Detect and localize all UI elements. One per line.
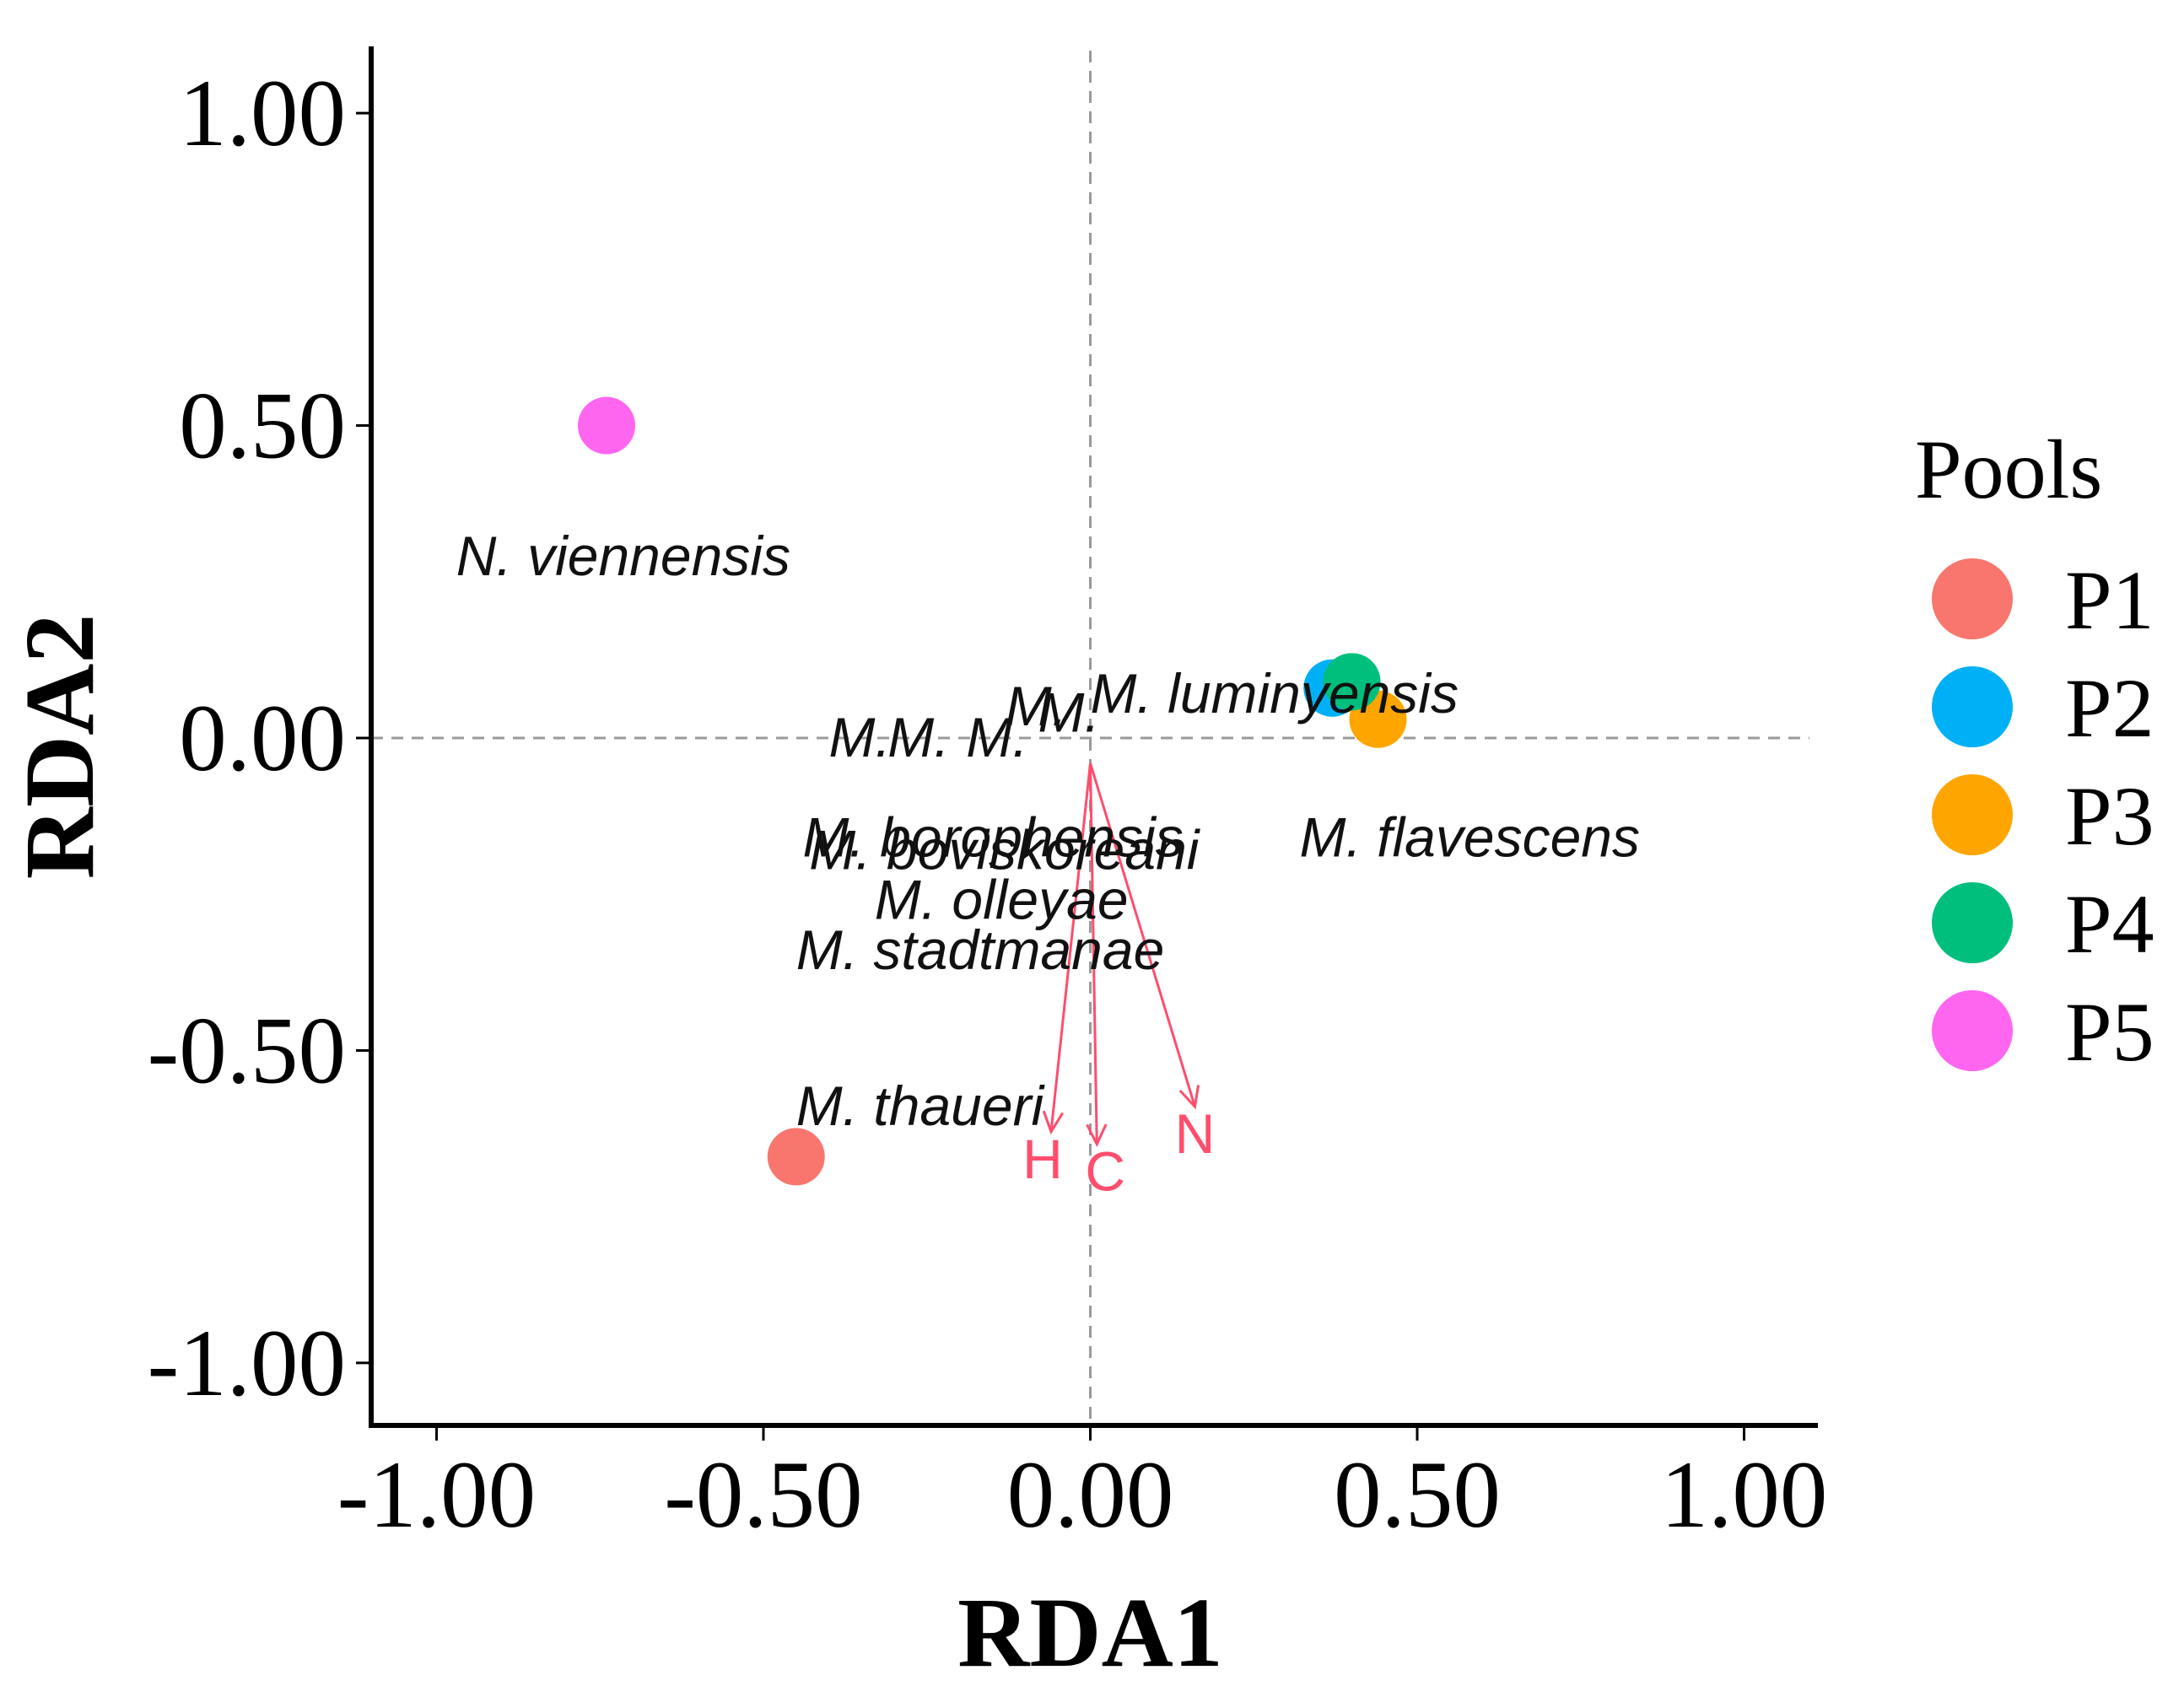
point-P4 [1323, 653, 1381, 711]
env-vector-C [1089, 762, 1098, 1145]
y-tick-label: 1.00 [179, 61, 346, 166]
species-label: M. [1006, 675, 1067, 737]
legend-label-P4: P4 [2065, 877, 2154, 971]
species-label: N. viennensis [456, 525, 790, 587]
env-label-C: C [1085, 1140, 1125, 1203]
axes: -1.00 -0.50 0.00 0.50 1.00 -1.00 -0.50 0.00 0.50… [4, 46, 1827, 1688]
y-axis-title: RDA2 [4, 614, 115, 880]
species-label: M. luminyensis [1091, 662, 1459, 725]
env-vector-N [1089, 762, 1196, 1107]
legend-key-P5 [1932, 990, 2013, 1071]
point-P1 [767, 1128, 825, 1186]
species-label: M. borophensis [803, 806, 1184, 869]
species-label: M. olleyae [875, 869, 1129, 931]
x-tick-label: 1.00 [1661, 1442, 1828, 1548]
y-tick-label: 0.50 [179, 374, 346, 479]
env-label-H: H [1022, 1128, 1063, 1190]
species-label: M. [1038, 681, 1100, 743]
env-vector-arrowhead-N [1178, 1085, 1200, 1110]
species-label: M. stadtmanae [796, 919, 1165, 981]
legend-key-P3 [1932, 774, 2013, 855]
species-label: M. [966, 706, 1027, 768]
species-label: M. [887, 706, 949, 768]
x-tick-label: 0.50 [1334, 1442, 1501, 1548]
env-vector-arrowhead-C [1086, 1123, 1108, 1148]
env-vector-H [1049, 762, 1092, 1132]
legend-label-P5: P5 [2065, 985, 2154, 1079]
env-vector-arrowhead-H [1042, 1110, 1064, 1135]
legend-key-P4 [1932, 882, 2013, 963]
y-tick-label: -0.50 [148, 998, 346, 1103]
x-tick-label: -1.00 [337, 1442, 536, 1548]
point-P5 [578, 396, 635, 455]
y-tick-label: -1.00 [148, 1311, 346, 1416]
legend-label-P2: P2 [2065, 661, 2154, 755]
legend-label-P1: P1 [2065, 553, 2154, 647]
legend-key-P1 [1932, 558, 2013, 639]
species-label: M. [829, 706, 891, 768]
x-tick-label: -0.50 [664, 1442, 862, 1548]
legend-title: Pools [1915, 423, 2102, 516]
species-label: M. thaueri [796, 1075, 1046, 1137]
legend-label-P3: P3 [2065, 769, 2154, 863]
env-label-N: N [1175, 1102, 1216, 1165]
x-tick-label: 0.00 [1007, 1442, 1174, 1548]
x-axis-title: RDA1 [957, 1577, 1223, 1688]
y-tick-label: 0.00 [179, 686, 346, 791]
species-label: M. flavescens [1300, 806, 1640, 869]
species-label: M. boviskoreani [809, 818, 1201, 881]
legend: Pools P1 P2 P3 P4 P5 [1915, 423, 2154, 1079]
legend-key-P2 [1932, 666, 2013, 747]
